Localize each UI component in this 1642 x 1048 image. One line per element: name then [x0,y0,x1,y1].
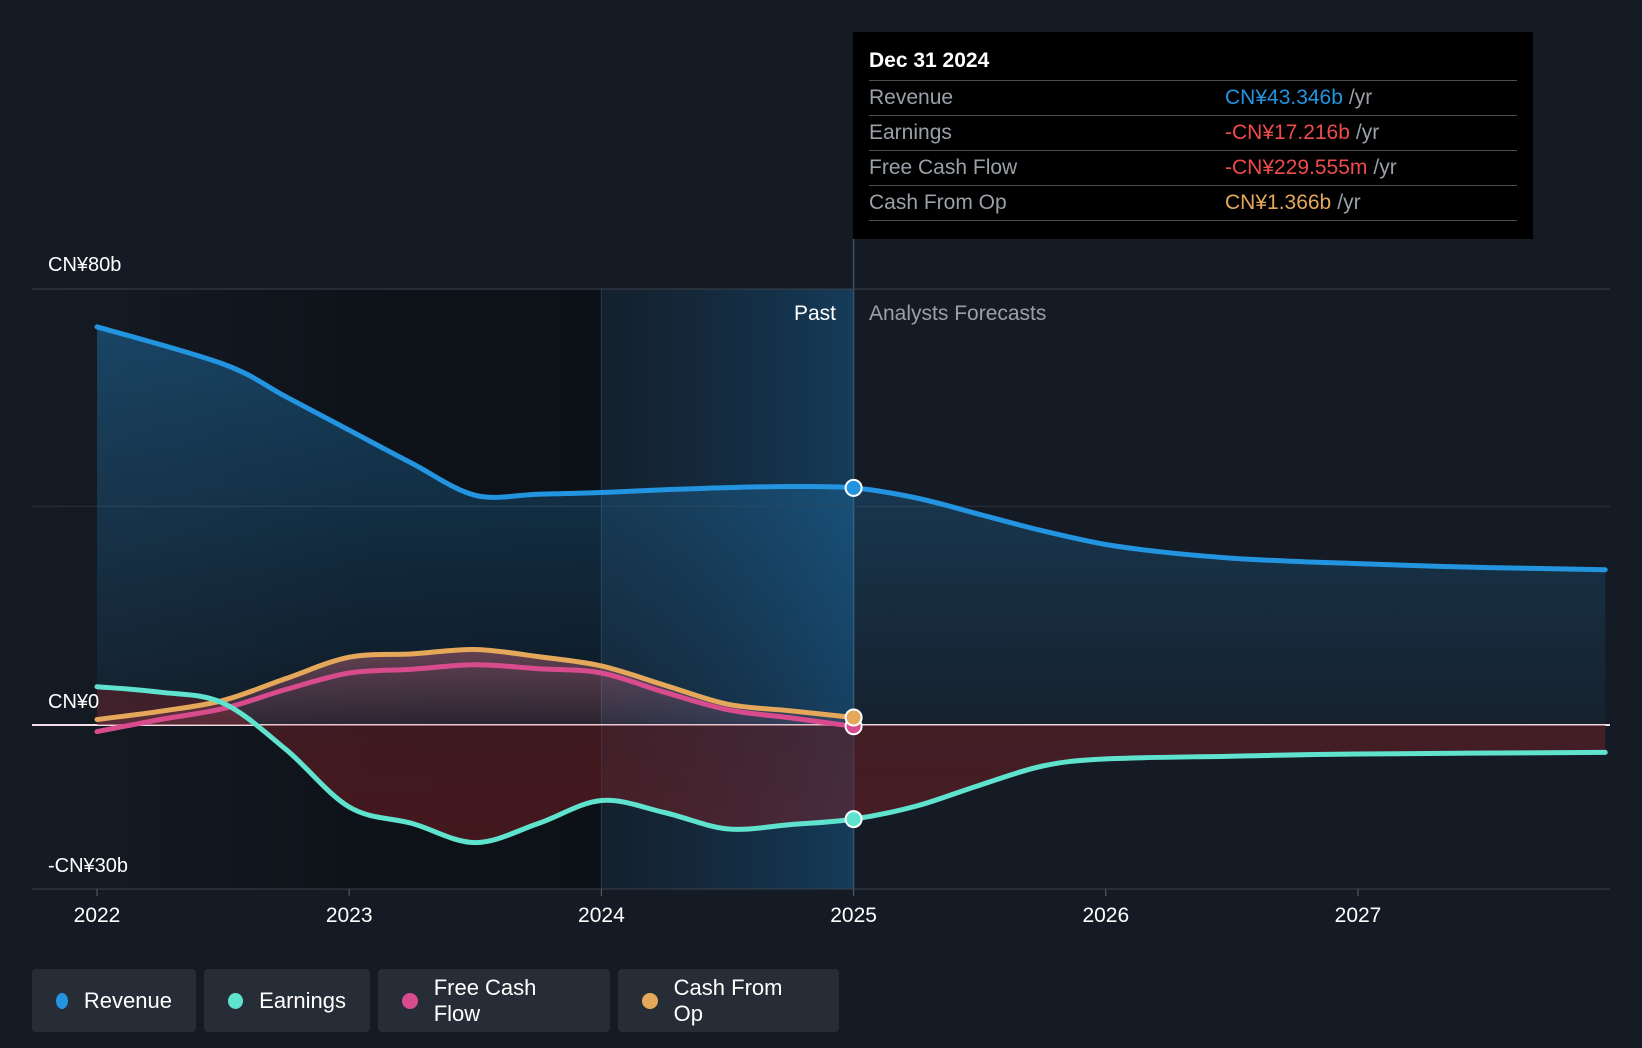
tooltip-value: -CN¥17.216b [1225,121,1350,144]
x-tick-label-2025: 2025 [830,904,877,927]
earnings-area [97,686,1606,843]
x-tick-label-2023: 2023 [326,904,373,927]
legend-dot-icon [228,992,244,1009]
y-tick-label-minus30b: -CN¥30b [48,855,128,877]
cash-from-op-marker [844,708,863,727]
chart-legend: Revenue Earnings Free Cash Flow Cash Fro… [32,969,839,1032]
free-cash-flow-line [94,662,857,735]
x-tick-label-2027: 2027 [1335,904,1382,927]
legend-item-free-cash-flow[interactable]: Free Cash Flow [378,969,610,1032]
x-tick-label-2024: 2024 [578,904,625,927]
forecast-label: Analysts Forecasts [869,302,1046,325]
revenue-area [97,326,1606,725]
y-tick-label-80b: CN¥80b [48,254,121,276]
tooltip-label: Cash From Op [869,191,1007,214]
legend-label: Earnings [259,987,346,1013]
tooltip-row-free-cash-flow: Free Cash Flow -CN¥229.555m /yr [869,150,1517,185]
legend-dot-icon [642,992,658,1009]
tooltip-value: CN¥43.346b [1225,86,1343,109]
tooltip-unit: /yr [1355,121,1380,144]
x-tick-label-2022: 2022 [74,904,121,927]
past-label: Past [794,302,836,325]
legend-item-revenue[interactable]: Revenue [32,969,196,1032]
tooltip-row-revenue: Revenue CN¥43.346b /yr [869,80,1517,115]
tooltip-label: Earnings [869,121,952,144]
legend-dot-icon [402,992,418,1009]
tooltip-row-earnings: Earnings -CN¥17.216b /yr [869,115,1517,150]
x-tick-label-2026: 2026 [1082,904,1129,927]
legend-item-earnings[interactable]: Earnings [204,969,370,1032]
tooltip-unit: /yr [1337,191,1361,214]
legend-dot-icon [56,992,68,1009]
tooltip-unit: /yr [1348,86,1373,109]
tooltip-unit: /yr [1373,156,1397,179]
tooltip-label: Free Cash Flow [869,156,1018,179]
tooltip-label: Revenue [869,86,954,109]
legend-label: Revenue [83,987,172,1013]
legend-item-cash-from-op[interactable]: Cash From Op [618,969,839,1032]
cash-from-op-area [97,649,854,725]
earnings-line [94,684,1608,846]
financial-chart: CN¥80b CN¥0 -CN¥30b Past Analysts Foreca… [32,238,1610,927]
tooltip-value: CN¥1.366b [1225,191,1332,214]
earnings-marker [844,810,863,829]
tooltip-date: Dec 31 2024 [869,49,990,72]
revenue-marker [844,478,863,497]
y-tick-label-0: CN¥0 [48,691,99,713]
legend-label: Free Cash Flow [433,974,537,1026]
hover-tooltip: Dec 31 2024 Revenue CN¥43.346b /yr Earni… [853,32,1533,239]
legend-label: Cash From Op [673,974,783,1026]
tooltip-row-cash-from-op: Cash From Op CN¥1.366b /yr [869,185,1517,221]
tooltip-value: -CN¥229.555m [1225,156,1368,179]
